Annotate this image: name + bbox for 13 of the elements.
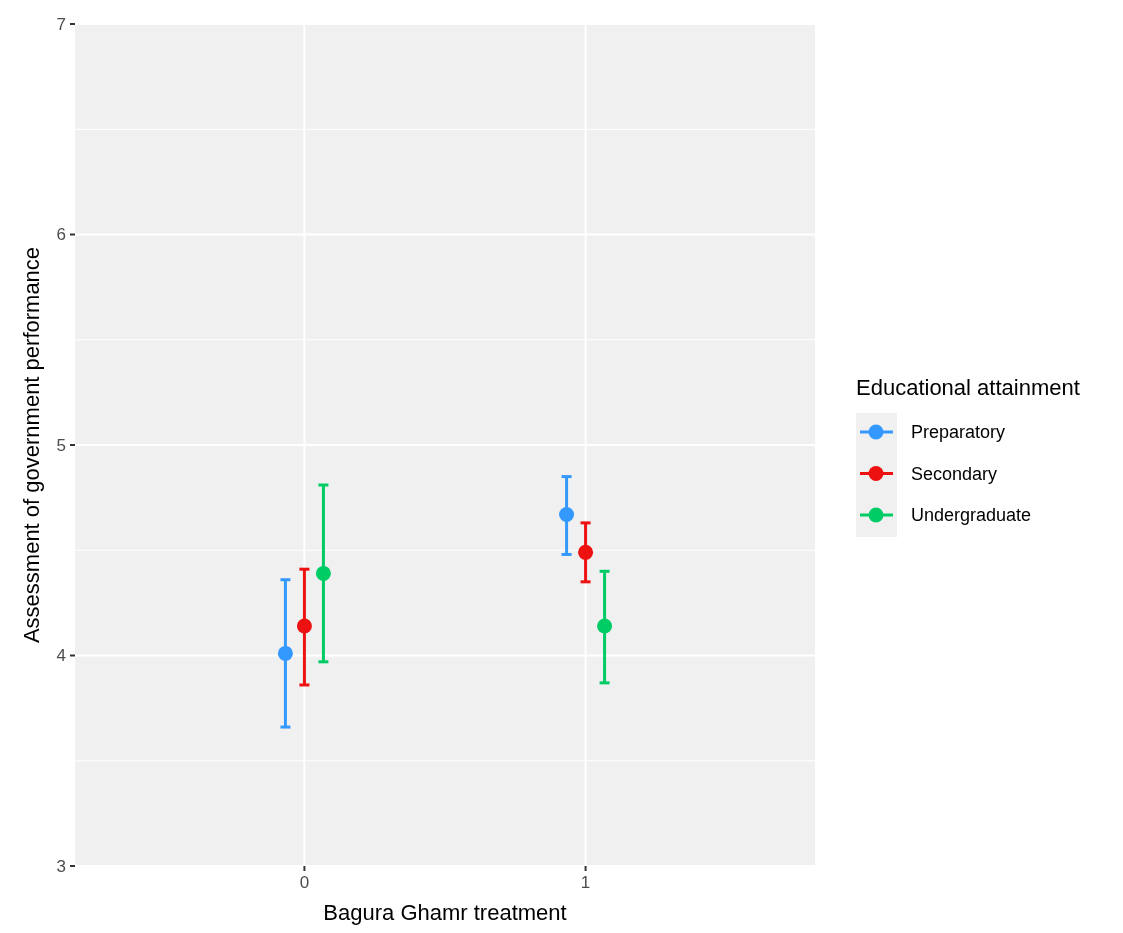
- x-axis-title: Bagura Ghamr treatment: [323, 900, 567, 925]
- legend-title: Educational attainment: [856, 375, 1080, 400]
- x-tick-label: 1: [580, 873, 591, 892]
- legend-label: Undergraduate: [911, 505, 1032, 526]
- x-tick-label: 0: [299, 873, 310, 892]
- y-tick-label: 3: [56, 856, 66, 876]
- y-tick-label: 4: [56, 646, 66, 666]
- y-axis-title: Assessment of government performance: [19, 246, 44, 644]
- y-tick-label: 5: [56, 435, 66, 455]
- legend-label: Secondary: [911, 463, 998, 484]
- y-tick-label: 7: [56, 14, 66, 34]
- y-tick-label: 6: [56, 225, 66, 245]
- legend-label: Preparatory: [911, 422, 1006, 443]
